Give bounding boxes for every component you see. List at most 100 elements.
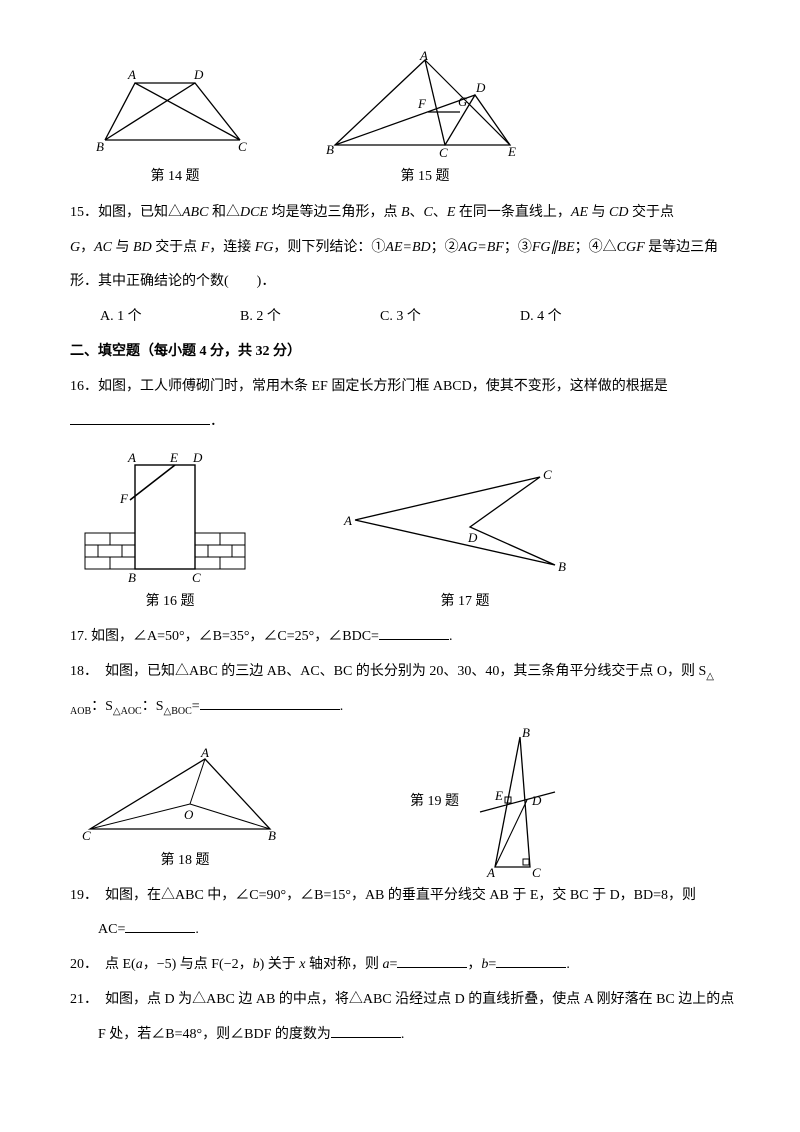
text: 在同一条直线上，: [455, 205, 571, 220]
svg-text:A: A: [127, 67, 136, 82]
text: 轴对称，则: [306, 957, 383, 972]
svg-text:D: D: [475, 80, 486, 95]
figure-14-caption: 第 14 题: [151, 162, 200, 193]
figure-17-caption: 第 17 题: [441, 587, 490, 618]
figure-18: A C B O 第 18 题: [80, 744, 290, 877]
q18-line2: AOB：S△AOC：S△BOC=.: [70, 692, 740, 723]
svg-text:C: C: [192, 570, 201, 585]
q15-line3: 形．其中正确结论的个数( )．: [70, 267, 740, 298]
text: ；②: [431, 240, 459, 255]
section-2-heading: 二、填空题（每小题 4 分，共 32 分）: [70, 337, 740, 368]
figure-14-svg: A D B C: [90, 65, 260, 160]
text: 与: [112, 240, 133, 255]
svg-text:E: E: [494, 788, 503, 803]
q17-text: 17. 如图，∠A=50°，∠B=35°，∠C=25°，∠BDC=.: [70, 622, 740, 653]
svg-text:A: A: [486, 865, 495, 877]
text: 20． 点 E(: [70, 957, 136, 972]
svg-text:B: B: [326, 142, 334, 157]
q18-line1: 18． 如图，已知△ABC 的三边 AB、AC、BC 的长分别为 20、30、4…: [70, 657, 740, 688]
q18-blank: [200, 695, 340, 710]
text: ：S: [91, 699, 113, 714]
text: ，则下列结论：①: [273, 240, 385, 255]
svg-text:C: C: [439, 145, 448, 160]
figure-15: A B C D E F G 第 15 题: [320, 50, 530, 193]
text: ；④△: [575, 240, 617, 255]
text: BD: [133, 240, 152, 255]
text: FG∥BE: [532, 240, 575, 255]
figure-row-16-17: A E D F B C 第 16 题 A C D B 第 17 题: [80, 445, 740, 618]
figure-17: A C D B 第 17 题: [340, 465, 590, 618]
text: C: [424, 205, 433, 220]
svg-text:E: E: [507, 144, 516, 159]
q21-blank: [331, 1023, 401, 1038]
text: .: [401, 1027, 405, 1042]
svg-text:A: A: [419, 50, 428, 63]
q21-line2: F 处，若∠B=48°，则∠BDF 的度数为.: [70, 1020, 740, 1051]
text: a: [383, 957, 390, 972]
svg-text:F: F: [417, 96, 427, 111]
svg-text:B: B: [522, 727, 530, 740]
svg-text:O: O: [184, 807, 194, 822]
text: .: [195, 922, 199, 937]
q19-line1: 19． 如图，在△ABC 中，∠C=90°，∠B=15°，AB 的垂直平分线交 …: [70, 881, 740, 912]
text: AE: [571, 205, 588, 220]
q21-line1: 21． 如图，点 D 为△ABC 边 AB 的中点，将△ABC 沿经过点 D 的…: [70, 985, 740, 1016]
text: △AOC: [113, 706, 142, 717]
text: AG=BF: [459, 240, 504, 255]
q15-opt-c: C. 3 个: [380, 302, 520, 333]
text: 18． 如图，已知△ABC 的三边 AB、AC、BC 的长分别为 20、30、4…: [70, 664, 706, 679]
q17-blank: [379, 625, 449, 640]
svg-text:B: B: [268, 828, 276, 843]
q15-options: A. 1 个 B. 2 个 C. 3 个 D. 4 个: [100, 302, 740, 333]
svg-text:B: B: [558, 559, 566, 574]
figure-14: A D B C 第 14 题: [90, 65, 260, 193]
text: △: [706, 671, 714, 682]
text: ，−5) 与点 F(−2，: [143, 957, 253, 972]
q15-line2: G，AC 与 BD 交于点 F，连接 FG，则下列结论：①AE=BD；②AG=B…: [70, 233, 740, 264]
text: 均是等边三角形，点: [268, 205, 401, 220]
text: △BOC: [164, 706, 192, 717]
figure-19-caption: 第 19 题: [410, 787, 459, 818]
figure-19-svg: B A C D E: [465, 727, 575, 877]
text: a: [136, 957, 143, 972]
svg-text:C: C: [82, 828, 91, 843]
text: B: [401, 205, 410, 220]
text: b: [253, 957, 260, 972]
text: ，: [467, 957, 481, 972]
svg-text:D: D: [467, 530, 478, 545]
figure-16: A E D F B C 第 16 题: [80, 445, 260, 618]
figure-row-18-19: A C B O 第 18 题 第 19 题 B A C D E: [80, 727, 740, 877]
text: AC: [94, 240, 112, 255]
svg-text:A: A: [200, 745, 209, 760]
text: AOB: [70, 706, 91, 717]
text: =: [192, 699, 200, 714]
text: ABC: [182, 205, 208, 220]
q19-blank: [125, 918, 195, 933]
figure-17-svg: A C D B: [340, 465, 590, 585]
text: G: [70, 240, 80, 255]
svg-text:B: B: [128, 570, 136, 585]
text: AC=: [98, 922, 125, 937]
svg-text:F: F: [119, 491, 129, 506]
svg-text:C: C: [532, 865, 541, 877]
svg-text:B: B: [96, 139, 104, 154]
text: 交于点: [152, 240, 201, 255]
text: CD: [609, 205, 628, 220]
text: DCE: [240, 205, 268, 220]
svg-text:E: E: [169, 450, 178, 465]
q15-opt-a: A. 1 个: [100, 302, 240, 333]
q15-opt-d: D. 4 个: [520, 302, 660, 333]
text: ：S: [142, 699, 164, 714]
figure-row-14-15: A D B C 第 14 题 A B C D E F G 第 15 题: [90, 50, 740, 193]
text: 和△: [208, 205, 240, 220]
q16-blank: [70, 410, 210, 425]
text: AE=BD: [385, 240, 430, 255]
svg-text:C: C: [543, 467, 552, 482]
figure-18-caption: 第 18 题: [161, 846, 210, 877]
text: =: [390, 957, 398, 972]
text: F: [201, 240, 210, 255]
q20-blank-a: [397, 953, 467, 968]
text: ，连接: [209, 240, 255, 255]
svg-text:A: A: [127, 450, 136, 465]
text: 是等边三角: [645, 240, 719, 255]
